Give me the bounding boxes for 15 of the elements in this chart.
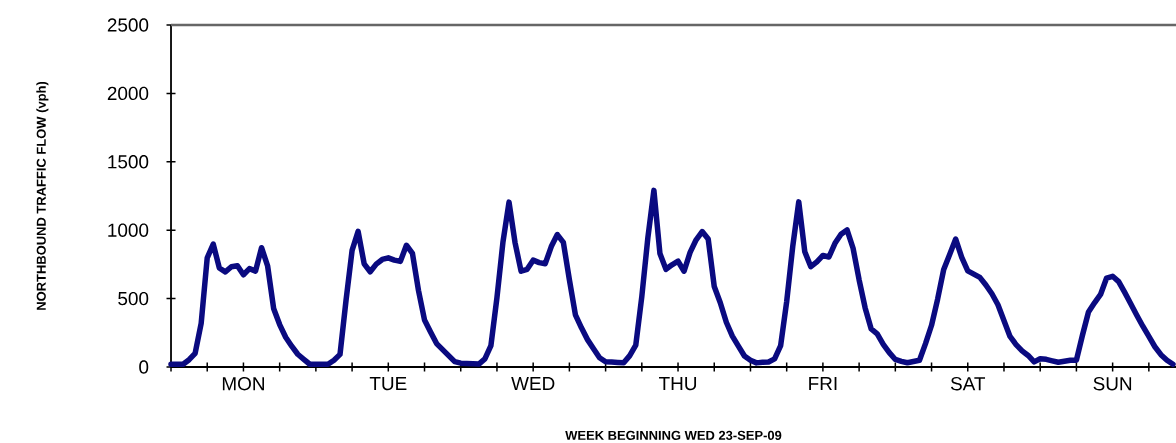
x-tick-label: SAT xyxy=(950,377,986,391)
x-tick-label: WED xyxy=(511,377,555,391)
y-axis-title: NORTHBOUND TRAFFIC FLOW (vph) xyxy=(36,81,49,310)
x-tick-label: MON xyxy=(222,377,264,391)
y-tick-label: 0 xyxy=(139,360,149,374)
y-tick-label: 1000 xyxy=(108,223,149,237)
y-tick-label: 1500 xyxy=(108,155,149,169)
x-tick-label: FRI xyxy=(809,377,837,391)
x-tick-label: TUE xyxy=(369,377,407,391)
y-tick-label: 2500 xyxy=(107,18,149,32)
y-tick-label: 2000 xyxy=(107,86,149,101)
y-tick-label: 500 xyxy=(118,291,149,306)
x-tick-label: THU xyxy=(659,377,697,391)
x-axis-title: WEEK BEGINNING WED 23-SEP-09 xyxy=(565,430,782,440)
x-tick-label: SUN xyxy=(1093,377,1132,391)
